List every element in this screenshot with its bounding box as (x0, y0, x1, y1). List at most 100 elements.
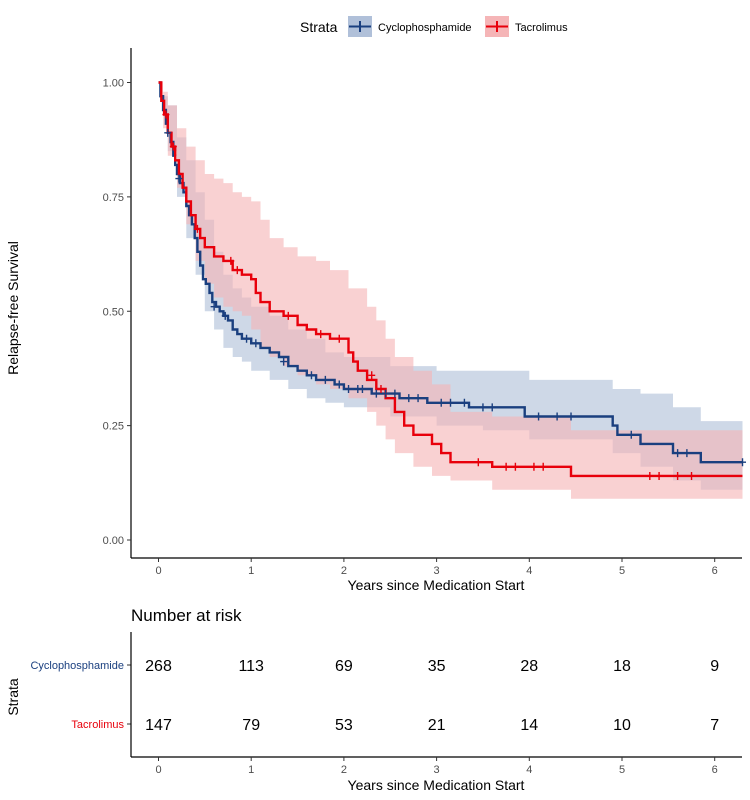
legend-label-tacrolimus: Tacrolimus (515, 22, 568, 34)
y-tick-label: 1.00 (103, 78, 124, 90)
survival-plot: 0.00 0.25 0.50 0.75 1.00 0 1 2 3 4 5 6 Years since… (5, 48, 747, 593)
censor-mark-cyclophosphamide (683, 449, 691, 458)
censor-mark-cyclophosphamide (243, 334, 251, 343)
censor-mark-tacrolimus (193, 224, 201, 233)
x-tick-label: 5 (619, 764, 625, 776)
censor-mark-cyclophosphamide (567, 412, 575, 421)
risk-value-cyclophosphamide: 113 (238, 658, 264, 675)
risk-y-axis-title: Strata (5, 678, 21, 716)
censor-mark-tacrolimus (317, 330, 325, 339)
y-axis-title: Relapse-free Survival (5, 241, 21, 375)
censor-mark-tacrolimus (502, 462, 510, 471)
censor-mark-tacrolimus (646, 471, 654, 480)
censor-mark-cyclophosphamide (405, 394, 413, 403)
risk-row-label-tacrolimus: Tacrolimus (71, 719, 124, 731)
risk-value-tacrolimus: 7 (710, 717, 719, 734)
x-tick-label: 5 (619, 565, 625, 577)
censor-mark-cyclophosphamide (345, 385, 353, 394)
censor-mark-tacrolimus (284, 311, 292, 320)
censor-mark-tacrolimus (539, 462, 547, 471)
risk-x-axis-title: Years since Medication Start (348, 777, 525, 793)
censor-mark-cyclophosphamide (321, 375, 329, 384)
censor-mark-tacrolimus (474, 458, 482, 467)
risk-value-tacrolimus: 14 (520, 717, 538, 734)
y-tick-label: 0.75 (103, 192, 124, 204)
risk-value-cyclophosphamide: 18 (613, 658, 631, 675)
x-tick-label: 4 (526, 764, 532, 776)
censor-mark-tacrolimus (655, 471, 663, 480)
censor-mark-cyclophosphamide (414, 394, 422, 403)
risk-x-axis-ticks: 0 1 2 3 4 5 6 (155, 757, 718, 776)
censor-mark-cyclophosphamide (674, 449, 682, 458)
x-tick-label: 6 (712, 565, 718, 577)
censor-mark-cyclophosphamide (535, 412, 543, 421)
legend-item-tacrolimus: Tacrolimus (485, 16, 568, 37)
x-axis-ticks: 0 1 2 3 4 5 6 (155, 558, 718, 577)
x-axis-title: Years since Medication Start (348, 577, 525, 593)
censor-mark-tacrolimus (511, 462, 519, 471)
risk-row-label-cyclophosphamide: Cyclophosphamide (30, 660, 124, 672)
censor-mark-cyclophosphamide (210, 302, 218, 311)
censor-mark-tacrolimus (368, 371, 376, 380)
censor-mark-cyclophosphamide (175, 174, 183, 183)
censor-mark-cyclophosphamide (553, 412, 561, 421)
y-tick-label: 0.25 (103, 421, 124, 433)
censor-mark-tacrolimus (227, 256, 235, 265)
x-tick-label: 6 (712, 764, 718, 776)
censor-mark-cyclophosphamide (307, 371, 315, 380)
risk-table-title: Number at risk (131, 606, 242, 625)
censor-mark-cyclophosphamide (447, 398, 455, 407)
censor-mark-tacrolimus (530, 462, 538, 471)
x-tick-label: 0 (155, 764, 161, 776)
risk-value-tacrolimus: 53 (335, 717, 353, 734)
risk-table-rows: Cyclophosphamide 268 113 69 35 28 18 9 Tacrolimu… (30, 658, 719, 734)
x-tick-label: 1 (248, 764, 254, 776)
confidence-band-cyclophosphamide (158, 82, 743, 490)
x-tick-label: 3 (434, 764, 440, 776)
risk-value-tacrolimus: 10 (613, 717, 631, 734)
legend-item-cyclophosphamide: Cyclophosphamide (348, 16, 472, 37)
censor-mark-cyclophosphamide (280, 357, 288, 366)
y-tick-label: 0.50 (103, 306, 124, 318)
x-tick-label: 4 (526, 565, 532, 577)
risk-value-tacrolimus: 21 (428, 717, 446, 734)
censor-mark-cyclophosphamide (221, 311, 229, 320)
censor-mark-cyclophosphamide (437, 398, 445, 407)
censor-mark-cyclophosphamide (164, 128, 172, 137)
censor-mark-cyclophosphamide (372, 389, 380, 398)
risk-value-cyclophosphamide: 28 (520, 658, 538, 675)
censor-mark-tacrolimus (688, 471, 696, 480)
y-tick-label: 0.00 (103, 535, 124, 547)
risk-value-cyclophosphamide: 69 (335, 658, 353, 675)
censor-mark-tacrolimus (335, 334, 343, 343)
censor-mark-cyclophosphamide (460, 398, 468, 407)
legend-title: Strata (300, 19, 338, 35)
censor-mark-cyclophosphamide (627, 430, 635, 439)
survival-curve-cyclophosphamide (158, 81, 743, 464)
risk-value-cyclophosphamide: 35 (428, 658, 446, 675)
censor-mark-cyclophosphamide (479, 403, 487, 412)
survival-curve-tacrolimus (158, 81, 743, 478)
censor-marks (162, 110, 747, 480)
x-tick-label: 0 (155, 565, 161, 577)
confidence-bands (158, 82, 743, 499)
censor-mark-cyclophosphamide (335, 380, 343, 389)
risk-value-tacrolimus: 147 (145, 717, 172, 734)
censor-mark-tacrolimus (377, 385, 385, 394)
risk-value-cyclophosphamide: 9 (710, 658, 719, 675)
x-tick-label: 3 (434, 565, 440, 577)
confidence-band-tacrolimus (158, 82, 743, 499)
censor-mark-tacrolimus (162, 110, 170, 119)
survival-curves (158, 81, 743, 478)
y-axis-ticks: 0.00 0.25 0.50 0.75 1.00 (103, 78, 131, 547)
risk-value-cyclophosphamide: 268 (145, 658, 172, 675)
risk-table: Number at risk Cyclophosphamide 268 113 69 3… (5, 606, 742, 793)
censor-mark-cyclophosphamide (488, 403, 496, 412)
censor-mark-tacrolimus (233, 266, 241, 275)
risk-value-tacrolimus: 79 (242, 717, 260, 734)
legend: Strata Cyclophosphamide Tacrolimus (300, 16, 568, 37)
censor-mark-cyclophosphamide (382, 389, 390, 398)
censor-mark-cyclophosphamide (358, 385, 366, 394)
censor-mark-tacrolimus (169, 142, 177, 151)
